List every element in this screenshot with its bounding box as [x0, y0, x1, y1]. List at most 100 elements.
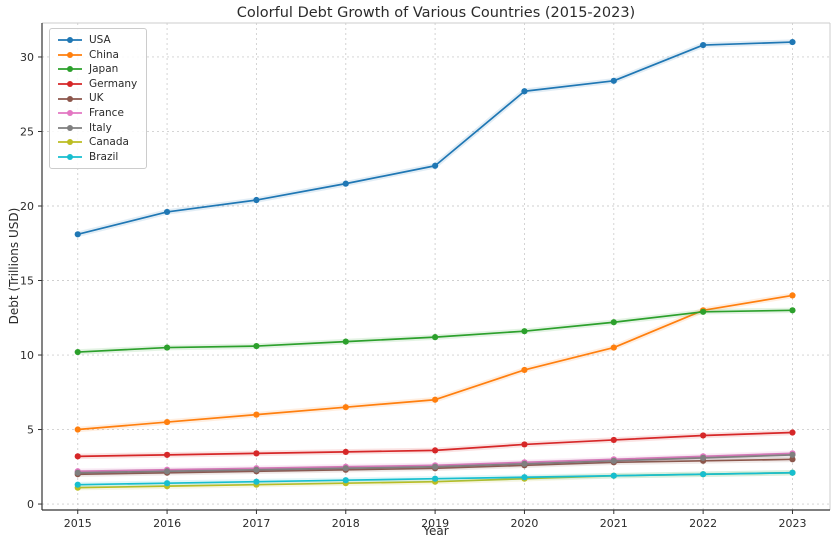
legend-label-germany: Germany: [89, 77, 138, 90]
series-italy-marker: [163, 468, 171, 475]
series-uk-marker: [789, 456, 796, 463]
x-tick-label: 2023: [778, 517, 806, 530]
legend-swatch-germany: [58, 81, 82, 88]
series-germany-marker: [610, 436, 617, 444]
x-tick-label: 2019: [421, 517, 449, 530]
legend-label-china: China: [89, 48, 119, 61]
series-italy-marker: [432, 463, 439, 470]
chart-legend: USA China Japan Germany UK France Italy Canada B…: [49, 28, 148, 170]
x-tick-label: 2016: [153, 517, 181, 530]
y-axis-label: Debt (Trillions USD): [7, 207, 21, 325]
y-tick-label: 30: [20, 51, 34, 64]
legend-label-france: France: [89, 106, 124, 119]
series-italy-marker: [342, 465, 349, 472]
series-italy-marker: [610, 457, 617, 464]
series-japan-marker: [163, 344, 171, 351]
y-tick-label: 15: [20, 275, 34, 288]
series-china-marker: [610, 344, 617, 351]
series-brazil-marker: [74, 481, 81, 488]
series-usa-marker: [432, 162, 439, 169]
legend-item-canada: Canada: [57, 135, 137, 150]
series-japan-marker: [253, 342, 260, 350]
series-usa-marker: [610, 77, 617, 84]
legend-item-germany: Germany: [57, 77, 137, 92]
legend-swatch-japan: [58, 66, 82, 73]
series-italy-marker: [253, 466, 260, 473]
x-axis-label: Year: [423, 524, 449, 538]
y-tick-label: 5: [27, 424, 34, 437]
series-brazil-marker: [789, 469, 796, 476]
legend-item-italy: Italy: [57, 121, 137, 136]
y-tick-label: 0: [27, 498, 34, 511]
series-germany-marker: [789, 429, 796, 436]
legend-label-italy: Italy: [89, 121, 112, 134]
legend-swatch-china: [58, 51, 82, 58]
series-japan-marker: [432, 334, 439, 341]
series-germany-marker: [432, 447, 439, 454]
chart-title: Colorful Debt Growth of Various Countrie…: [236, 5, 636, 21]
series-brazil-marker: [700, 471, 707, 478]
x-tick-label: 2018: [332, 517, 360, 530]
series-italy-marker: [74, 469, 81, 476]
y-tick-label: 10: [20, 349, 34, 362]
legend-swatch-italy: [58, 124, 82, 131]
series-germany-marker: [521, 441, 528, 448]
series-japan-glow: [74, 307, 796, 355]
series-usa-marker: [163, 208, 171, 216]
series-japan-marker: [342, 338, 349, 345]
legend-item-japan: Japan: [57, 62, 137, 77]
series-brazil-marker: [432, 475, 439, 482]
legend-label-brazil: Brazil: [89, 150, 119, 163]
x-tick-label: 2015: [64, 517, 92, 530]
series-italy-marker: [700, 454, 707, 461]
legend-label-japan: Japan: [89, 63, 119, 76]
legend-swatch-france: [58, 110, 82, 117]
x-tick-label: 2017: [242, 517, 270, 530]
series-china-marker: [789, 292, 796, 299]
series-japan-marker: [610, 319, 617, 326]
y-tick-label: 20: [20, 200, 34, 213]
x-tick-label: 2020: [510, 517, 538, 530]
legend-label-canada: Canada: [89, 136, 129, 149]
x-tick-label: 2022: [689, 517, 717, 530]
series-usa-marker: [253, 196, 260, 204]
series-brazil-marker: [521, 474, 528, 481]
legend-item-brazil: Brazil: [57, 150, 137, 165]
legend-item-uk: UK: [57, 91, 137, 106]
series-usa-marker: [342, 180, 349, 187]
legend-item-china: China: [57, 48, 137, 63]
series-brazil-marker: [342, 477, 349, 484]
series-japan-marker: [521, 328, 528, 335]
series-germany-marker: [74, 453, 81, 460]
series-china-marker: [521, 366, 528, 374]
series-usa-marker: [700, 41, 707, 49]
series-usa-marker: [789, 38, 796, 46]
y-tick-label: 25: [20, 125, 34, 138]
legend-label-uk: UK: [89, 92, 104, 105]
x-tick-label: 2021: [600, 517, 628, 530]
legend-label-usa: USA: [89, 34, 111, 46]
series-brazil-marker: [610, 472, 617, 479]
series-japan-marker: [789, 307, 796, 314]
series-italy-marker: [521, 460, 528, 467]
series-germany-marker: [700, 432, 707, 439]
series-germany-marker: [342, 448, 349, 455]
series-china-marker: [342, 404, 349, 411]
series-china-marker: [432, 396, 439, 403]
series-japan-marker: [74, 348, 81, 356]
legend-swatch-usa: [58, 37, 82, 44]
legend-swatch-uk: [58, 95, 82, 102]
legend-item-france: France: [57, 106, 137, 121]
series-germany-marker: [253, 450, 260, 457]
legend-swatch-canada: [58, 139, 82, 146]
series-china-marker: [253, 411, 260, 418]
series-china-marker: [74, 426, 81, 433]
legend-item-usa: USA: [57, 33, 137, 48]
series-usa-marker: [521, 88, 528, 95]
series-brazil-marker: [253, 478, 260, 485]
series-japan-marker: [700, 308, 707, 315]
series-italy-marker: [789, 451, 796, 458]
series-germany-marker: [163, 451, 171, 458]
